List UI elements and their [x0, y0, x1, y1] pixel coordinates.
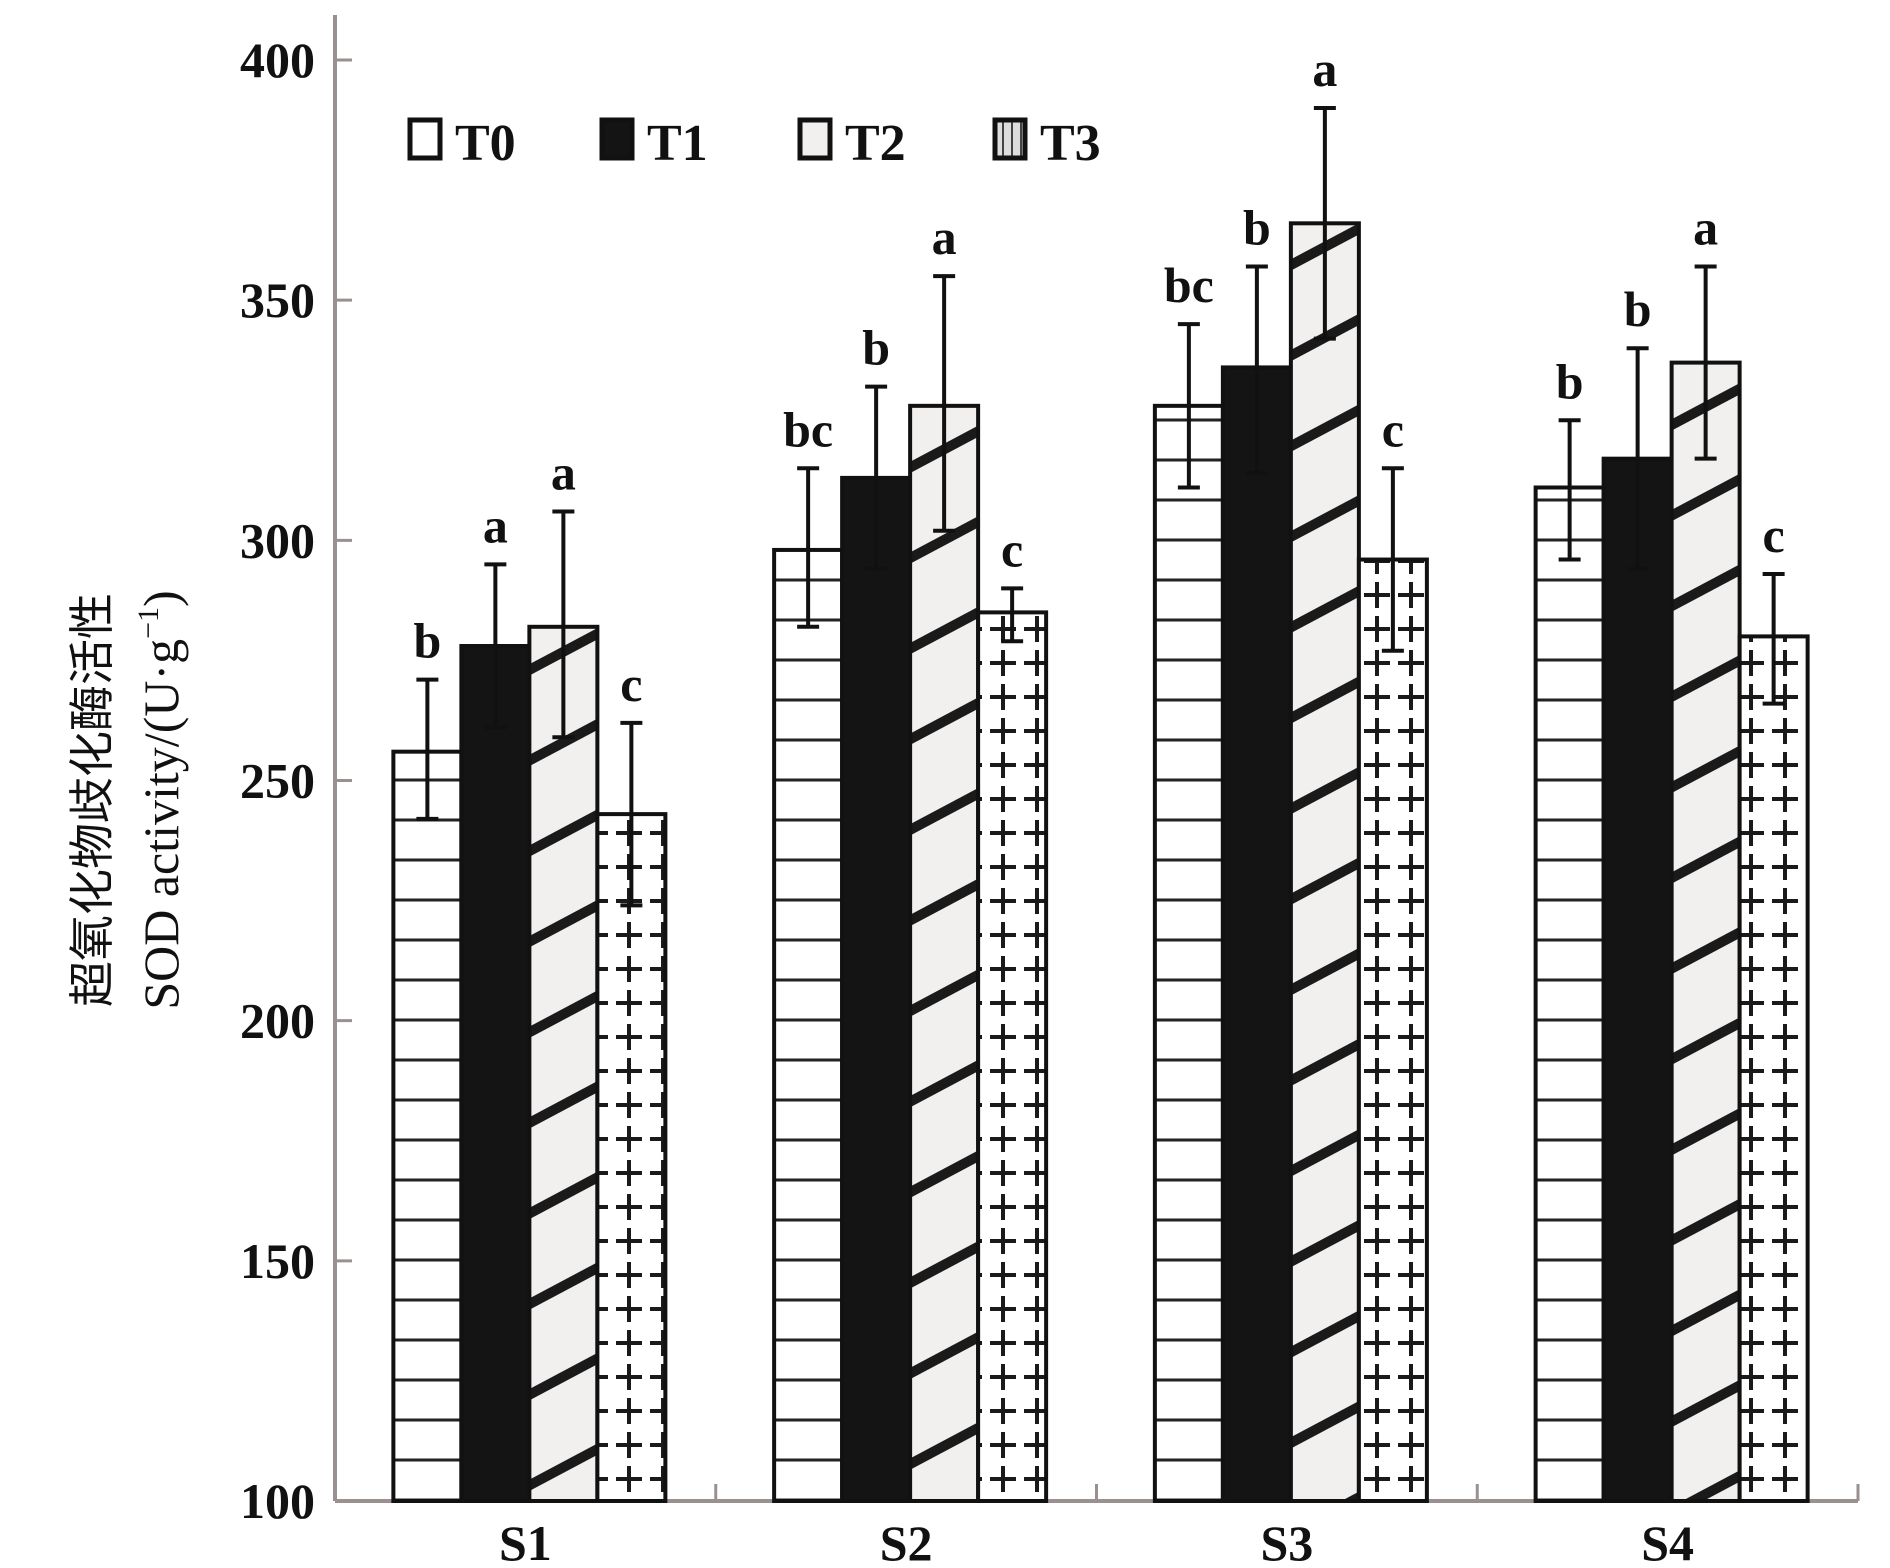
significance-label: c — [1001, 521, 1023, 577]
bar-T1-S2 — [840, 475, 913, 1503]
y-tick-label: 200 — [240, 993, 315, 1049]
significance-label: a — [932, 209, 957, 265]
y-axis-label-en-main: SOD activity/(U·g — [133, 639, 189, 1010]
y-tick-label: 150 — [240, 1233, 315, 1289]
bar-T2-S4 — [1669, 360, 1742, 1503]
bar-T2-S1 — [527, 624, 600, 1503]
y-axis-label: 超氧化物歧化酶活性 SOD activity/(U·g−1) — [65, 590, 189, 1009]
y-tick-labels: 100 150 200 250 300 350 400 — [240, 32, 315, 1529]
x-tick-label: S1 — [499, 1515, 552, 1568]
legend-label-T1: T1 — [647, 115, 708, 172]
x-tick-labels: S1 S2 S3 S4 — [499, 1515, 1694, 1568]
legend: T0 T1 T2 T3 — [407, 115, 1101, 172]
significance-label: a — [1693, 200, 1718, 256]
bar-T1-S3 — [1220, 365, 1293, 1503]
legend-label-T3: T3 — [1040, 115, 1101, 172]
significance-label: a — [483, 497, 508, 553]
y-tick-label: 250 — [240, 753, 315, 809]
bar-T3-S3 — [1356, 557, 1429, 1503]
bar-T1-S4 — [1601, 456, 1674, 1504]
bar-T2-S2 — [908, 403, 981, 1504]
x-tick-label: S4 — [1641, 1515, 1694, 1568]
y-tick-label: 400 — [240, 32, 315, 88]
bar-T2-S3 — [1288, 221, 1361, 1503]
y-axis-label-cn: 超氧化物歧化酶活性 — [65, 593, 119, 1007]
significance-label: c — [1763, 507, 1785, 563]
legend-label-T0: T0 — [455, 115, 516, 172]
significance-label: c — [620, 656, 642, 712]
legend-swatch-T1 — [599, 117, 635, 161]
legend-swatch-T3 — [992, 117, 1028, 161]
bar-T0-S1 — [391, 749, 464, 1503]
y-tick-label: 300 — [240, 512, 315, 568]
legend-swatch-T2 — [797, 117, 833, 161]
significance-label: a — [1312, 41, 1337, 97]
y-axis-label-sup: −1 — [132, 607, 165, 639]
significance-label: b — [1624, 281, 1652, 337]
significance-label: b — [413, 613, 441, 669]
legend-swatch-T0 — [407, 117, 443, 161]
significance-label: b — [1556, 353, 1584, 409]
significance-label: a — [551, 445, 576, 501]
bar-T1-S1 — [459, 644, 532, 1503]
significance-label: bc — [1164, 257, 1214, 313]
bar-T0-S2 — [772, 547, 845, 1503]
bar-T3-S2 — [976, 610, 1049, 1503]
y-axis-label-en: SOD activity/(U·g−1) — [132, 590, 189, 1009]
x-tick-label: S3 — [1260, 1515, 1313, 1568]
y-axis-label-close: ) — [133, 590, 189, 607]
legend-label-T2: T2 — [845, 115, 906, 172]
y-tick-label: 100 — [240, 1473, 315, 1529]
significance-label: b — [862, 320, 890, 376]
bar-T0-S3 — [1152, 403, 1225, 1504]
error-bars — [416, 106, 1785, 908]
significance-label: c — [1382, 401, 1404, 457]
y-tick-label: 350 — [240, 272, 315, 328]
bars — [391, 221, 1810, 1504]
bar-T3-S4 — [1737, 634, 1810, 1503]
significance-label: bc — [783, 401, 833, 457]
significance-label: b — [1243, 200, 1271, 256]
x-tick-label: S2 — [880, 1515, 933, 1568]
bar-T0-S4 — [1533, 485, 1606, 1504]
bar-T3-S1 — [595, 812, 668, 1503]
